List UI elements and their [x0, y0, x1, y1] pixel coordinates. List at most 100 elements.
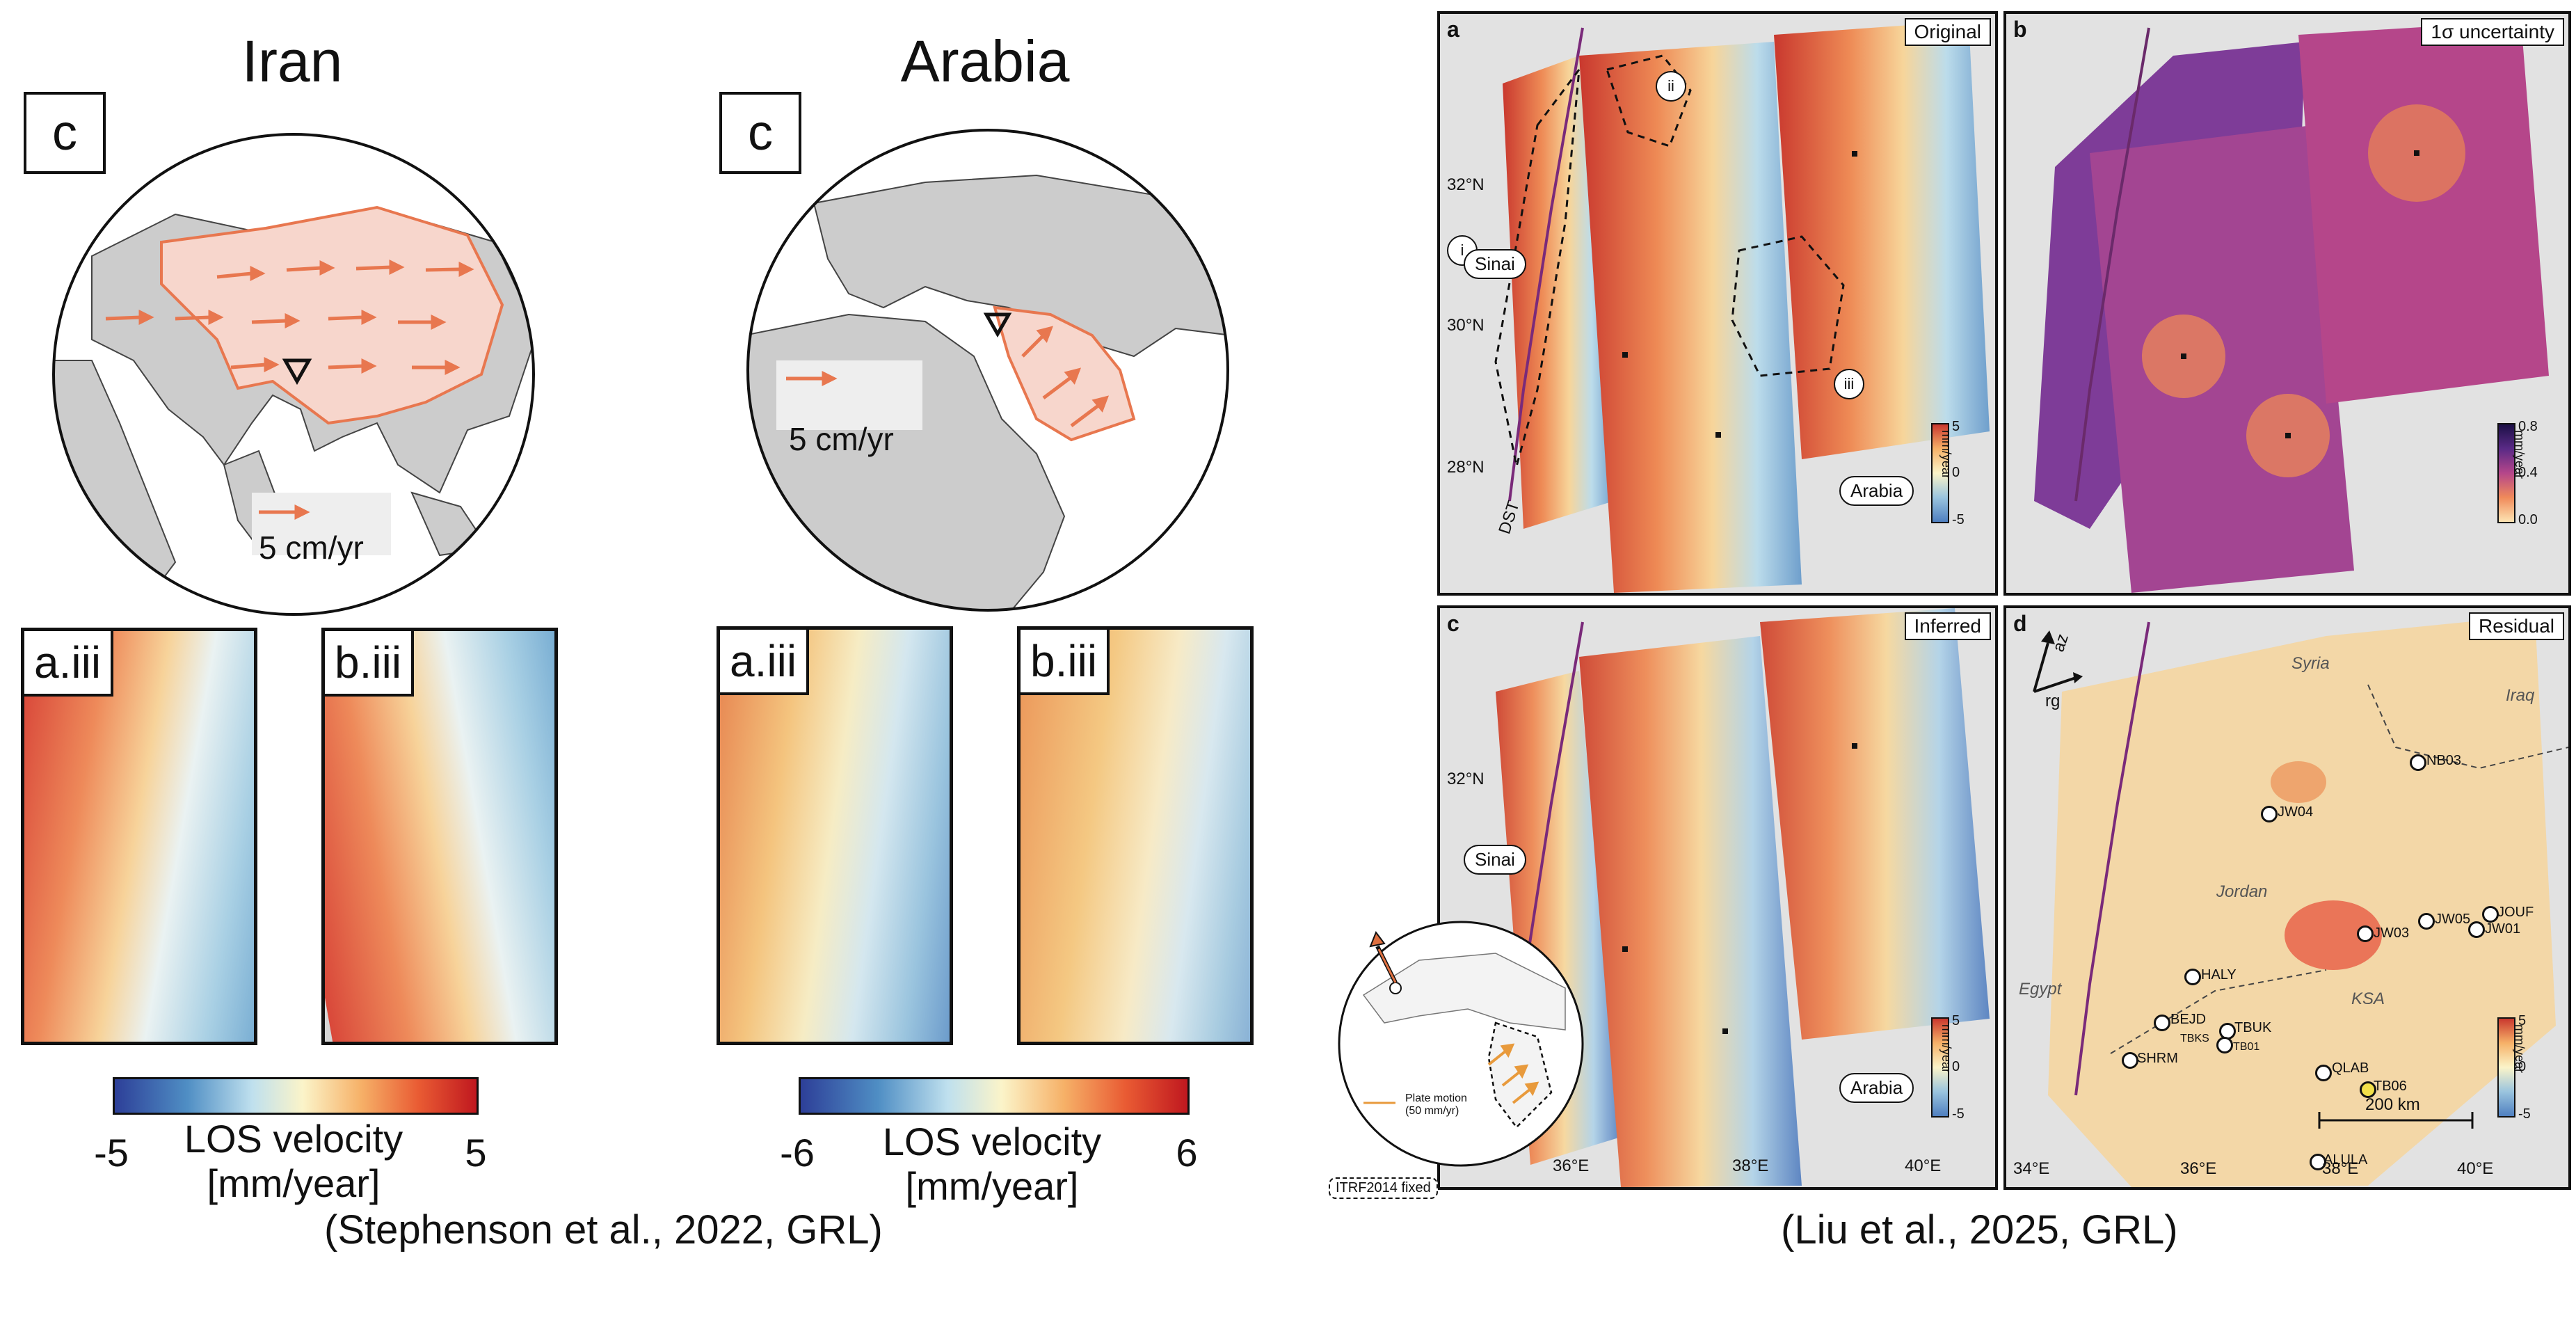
- pill-sinai-a: Sinai: [1464, 249, 1526, 279]
- panel-c-cbar-mid: 0: [1952, 1059, 1960, 1074]
- pill-arabia-c: Arabia: [1839, 1073, 1914, 1103]
- panel-b-cbar-bottom: 0.0: [2518, 512, 2538, 527]
- station-dot: [2315, 1065, 2332, 1081]
- lon-tick-38-c: 38°E: [1732, 1156, 1769, 1175]
- region-ksa: KSA: [2351, 989, 2385, 1008]
- station-tbuk: TBUK: [2234, 1020, 2272, 1035]
- station-qlab: QLAB: [2332, 1060, 2369, 1076]
- panel-b-cbar-mid: 0.4: [2518, 465, 2538, 480]
- inset-legend: Plate motion (50 mm/yr): [1405, 1092, 1467, 1117]
- region-egypt: Egypt: [2019, 980, 2062, 999]
- station-jw04: JW04: [2278, 804, 2314, 820]
- station-alula: ALULA: [2323, 1152, 2368, 1168]
- arabia-title: Arabia: [900, 29, 1070, 94]
- iran-cbar-unit: [mm/year]: [207, 1161, 381, 1205]
- strip-label-a-iii-arabia: a.iii: [720, 630, 810, 695]
- arabia-globe: [746, 129, 1229, 612]
- station-tb06: TB06: [2374, 1079, 2407, 1094]
- pill-sinai-c: Sinai: [1464, 845, 1526, 875]
- station-dot: [2216, 1037, 2233, 1053]
- station-dot: [2154, 1015, 2170, 1031]
- station-dot: [2410, 754, 2426, 771]
- station-dot: [2122, 1052, 2138, 1069]
- panel-c-label: c: [1447, 611, 1459, 636]
- iran-colorbar: [113, 1077, 479, 1115]
- panel-a: a Original 32°N 30°N 28°N i ii iii Sinai…: [1437, 11, 1998, 596]
- panel-d-cbar-mid: 0: [2518, 1059, 2527, 1074]
- panel-d-colorbar: [2497, 1017, 2515, 1118]
- lat-tick-28: 28°N: [1447, 458, 1485, 477]
- panel-a-cbar-bottom: -5: [1952, 512, 1965, 527]
- panel-b: b 1σ uncertainty 0.8 0.4 0.0: [2003, 11, 2571, 596]
- panel-a-cbar-unit: mm/year: [1939, 430, 1953, 479]
- station-dot: [2310, 1154, 2326, 1170]
- iran-cbar-max: 5: [465, 1131, 487, 1175]
- arabia-cbar-label: LOS velocity: [882, 1120, 1102, 1163]
- panel-d: d Residual az rg Syria Iraq Jordan Egypt…: [2003, 605, 2571, 1190]
- iran-strip-a: a.iii: [21, 628, 257, 1045]
- station-dot: [2418, 913, 2435, 930]
- panel-a-cbar-mid: 0: [1952, 465, 1960, 480]
- strip-label-b-iii-arabia: b.iii: [1021, 630, 1110, 695]
- panel-c: c Inferred 32°N 36°E 38°E 40°E Sinai Ara…: [1437, 605, 1998, 1190]
- strip-label-a-iii-iran: a.iii: [24, 631, 114, 697]
- lat-tick-32: 32°N: [1447, 175, 1485, 194]
- station-dot: [2482, 906, 2499, 923]
- station-dot: [2261, 806, 2278, 822]
- arabia-arrow-legend: 5 cm/yr: [789, 421, 894, 457]
- panel-c-cbar-top: 5: [1952, 1013, 1960, 1028]
- panel-a-cbar-top: 5: [1952, 419, 1960, 434]
- iran-panel-label: c: [24, 92, 106, 174]
- station-haly: HALY: [2201, 967, 2237, 983]
- arabia-strip-b: b.iii: [1017, 626, 1254, 1045]
- panel-b-cbar-unit: mm/year: [2513, 430, 2527, 479]
- arabia-cbar-max: 6: [1176, 1131, 1198, 1175]
- region-syria: Syria: [2291, 654, 2330, 673]
- panel-d-title: Residual: [2469, 612, 2564, 640]
- station-shrm: SHRM: [2137, 1051, 2178, 1066]
- arabia-cbar-min: -6: [780, 1131, 815, 1175]
- station-jw05: JW05: [2435, 912, 2471, 927]
- station-dot: [2360, 1081, 2376, 1098]
- citation-left: (Stephenson et al., 2022, GRL): [324, 1207, 883, 1252]
- iran-arrow-legend: 5 cm/yr: [259, 530, 364, 566]
- strip-label-b-iii-iran: b.iii: [325, 631, 415, 697]
- panel-d-cbar-unit: mm/year: [2513, 1024, 2527, 1074]
- station-dot: [2468, 921, 2485, 938]
- marker-ii: ii: [1656, 71, 1686, 102]
- station-dot: [2184, 969, 2201, 985]
- arabia-panel-label: c: [719, 92, 801, 174]
- marker-iii: iii: [1834, 369, 1864, 399]
- panel-b-colorbar: [2497, 423, 2515, 523]
- panel-b-title: 1σ uncertainty: [2421, 18, 2564, 46]
- panel-a-colorbar: [1931, 423, 1949, 523]
- lon-tick-38-d: 38°E: [2322, 1159, 2359, 1178]
- station-nb03: NB03: [2426, 753, 2462, 768]
- arabia-cbar-unit: [mm/year]: [905, 1164, 1079, 1208]
- lon-tick-36-d: 36°E: [2180, 1159, 2217, 1178]
- citation-right: (Liu et al., 2025, GRL): [1781, 1207, 2178, 1252]
- iran-cbar-label: LOS velocity: [184, 1117, 403, 1161]
- arabia-colorbar: [799, 1077, 1190, 1115]
- inset-globe: [1338, 921, 1584, 1167]
- lon-tick-34-d: 34°E: [2013, 1159, 2050, 1178]
- lon-tick-36-c: 36°E: [1553, 1156, 1590, 1175]
- panel-c-colorbar: [1931, 1017, 1949, 1118]
- panel-c-cbar-unit: mm/year: [1939, 1024, 1953, 1074]
- lon-tick-40-d: 40°E: [2457, 1159, 2494, 1178]
- iran-globe: [52, 133, 535, 616]
- region-iraq: Iraq: [2506, 686, 2535, 705]
- lat-tick-30: 30°N: [1447, 316, 1485, 335]
- iran-strip-b: b.iii: [321, 628, 558, 1045]
- lon-tick-40-c: 40°E: [1905, 1156, 1942, 1175]
- inset-frame: ITRF2014 fixed: [1329, 1177, 1438, 1199]
- station-bejd: BEJD: [2170, 1012, 2207, 1027]
- panel-d-label: d: [2013, 611, 2027, 636]
- scale-bar-label: 200 km: [2365, 1095, 2420, 1114]
- station-jouf: JOUF: [2497, 905, 2534, 920]
- panel-d-cbar-top: 5: [2518, 1013, 2527, 1028]
- iran-cbar-min: -5: [94, 1131, 129, 1175]
- axis-rg: rg: [2045, 692, 2061, 710]
- station-dot: [2357, 925, 2374, 942]
- panel-d-cbar-bottom: -5: [2518, 1106, 2531, 1122]
